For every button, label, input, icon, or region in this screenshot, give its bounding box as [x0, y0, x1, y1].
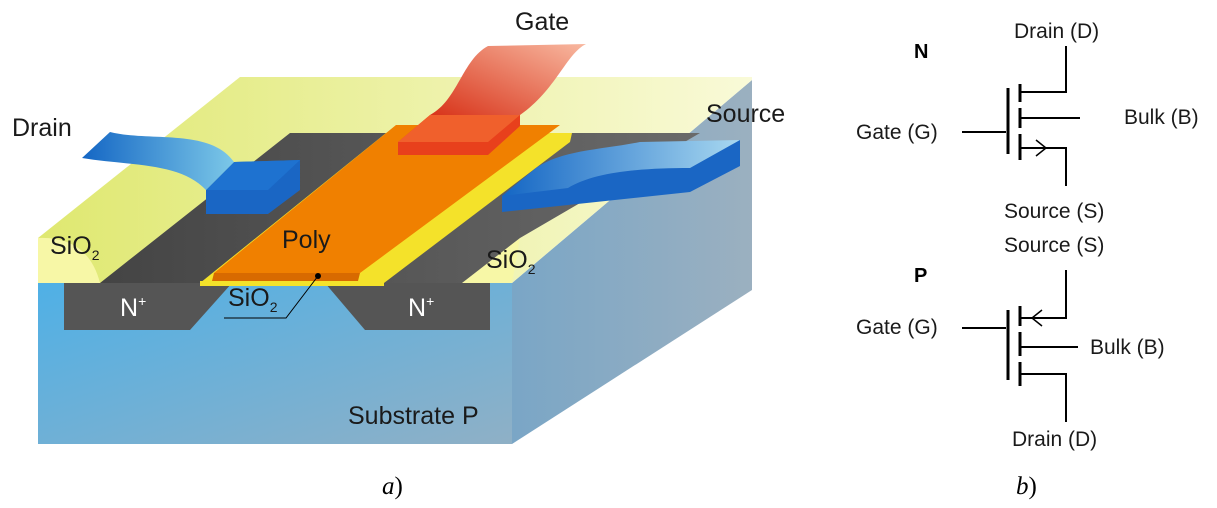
n-plus-right-label: N+	[408, 293, 434, 322]
nmos-source-arrow	[1035, 139, 1048, 157]
gate-pad-top	[398, 115, 520, 142]
sio2-leader-line	[224, 275, 319, 319]
drain-metal-ribbon	[82, 132, 234, 190]
nmos-heading: N	[914, 41, 928, 63]
pmos-source-wire	[1020, 270, 1067, 319]
caption-a: a)	[382, 473, 403, 500]
gate-oxide-front	[200, 281, 384, 286]
substrate-label: Substrate P	[348, 402, 479, 430]
pmos-drain-label: Drain (D)	[1012, 428, 1097, 451]
nmos-bulk-label: Bulk (B)	[1124, 106, 1199, 129]
pmos-bulk-label: Bulk (B)	[1090, 336, 1165, 359]
n-plus-right-well	[325, 283, 490, 330]
pmos-heading: P	[914, 265, 927, 287]
source-label: Source	[706, 100, 785, 128]
n-plus-left-label: N+	[120, 293, 146, 322]
sio2-right-label: SiO2	[486, 246, 536, 277]
pmos-gate-label: Gate (G)	[856, 316, 938, 339]
pmos-symbol: Source (S) P Gate (G) Bulk (B) Drain (D)	[856, 234, 1165, 451]
drain-label: Drain	[12, 114, 72, 142]
sio2-left-label: SiO2	[50, 232, 100, 263]
field-oxide-left-front	[38, 237, 100, 283]
gate-label: Gate	[515, 8, 569, 36]
nmos-symbol: N Drain (D) Gate (G) Bulk (B) Source (S)	[856, 20, 1199, 223]
source-metal-ribbon	[502, 140, 740, 196]
drain-pad-top	[206, 160, 300, 190]
n-plus-left-well	[64, 283, 232, 330]
nmos-source-wire	[1020, 147, 1067, 186]
mosfet-cross-section: Gate Drain Source Poly SiO2 SiO2 SiO2 N+…	[12, 8, 785, 444]
nmos-source-label: Source (S)	[1004, 200, 1104, 223]
nmos-drain-wire	[1020, 46, 1067, 93]
pmos-source-label: Source (S)	[1004, 234, 1104, 257]
nmos-drain-label: Drain (D)	[1014, 20, 1099, 43]
pmos-source-arrow	[1030, 309, 1043, 327]
gate-metal-ribbon	[430, 44, 586, 115]
sio2-center-label: SiO2	[228, 284, 278, 315]
poly-gate-front	[212, 273, 360, 281]
caption-b: b)	[1016, 473, 1037, 500]
poly-gate	[214, 125, 560, 273]
poly-label: Poly	[282, 226, 331, 254]
nmos-gate-label: Gate (G)	[856, 121, 938, 144]
pmos-drain-wire	[1020, 373, 1067, 422]
